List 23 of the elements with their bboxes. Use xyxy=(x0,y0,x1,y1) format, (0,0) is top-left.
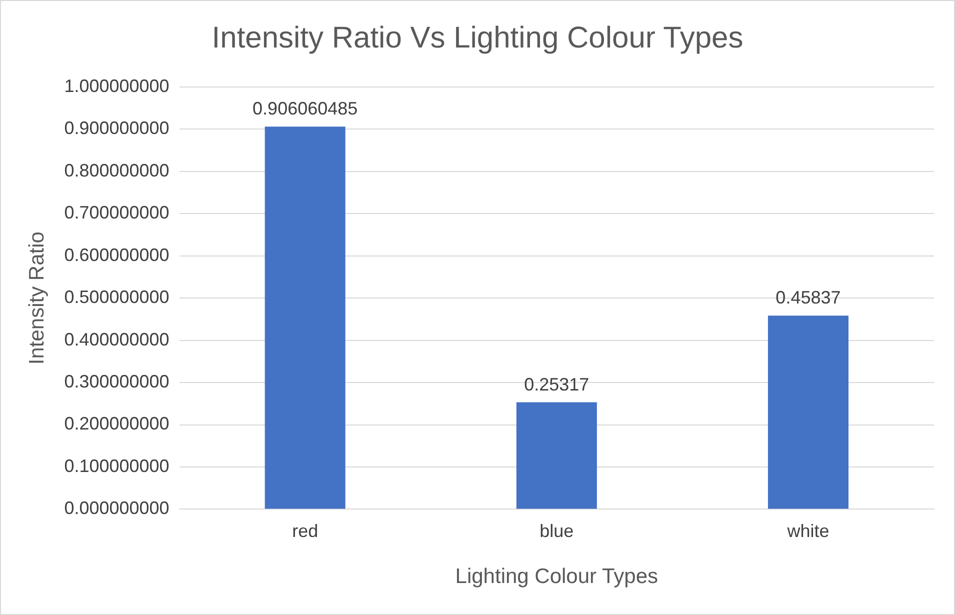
bar xyxy=(264,126,346,509)
y-tick-label: 0.900000000 xyxy=(64,118,170,138)
x-tick-label: blue xyxy=(540,520,574,541)
y-tick-label: 1.000000000 xyxy=(64,76,170,96)
y-tick-label: 0.200000000 xyxy=(64,414,170,434)
y-tick-label: 0.000000000 xyxy=(64,498,170,518)
y-tick-label: 0.500000000 xyxy=(64,287,170,308)
y-tick-label: 0.100000000 xyxy=(64,456,170,476)
x-tick-label: white xyxy=(786,520,830,541)
y-axis-title: Intensity Ratio xyxy=(25,232,48,365)
x-axis-title: Lighting Colour Types xyxy=(455,565,658,588)
data-label: 0.906060485 xyxy=(252,98,358,119)
y-tick-label: 0.300000000 xyxy=(64,372,170,392)
bar xyxy=(768,316,848,509)
y-tick-label: 0.800000000 xyxy=(64,160,170,180)
data-label: 0.25317 xyxy=(524,374,590,394)
y-tick-label: 0.700000000 xyxy=(64,202,170,223)
bar xyxy=(516,402,597,509)
data-label: 0.45837 xyxy=(776,288,841,308)
y-tick-label: 0.400000000 xyxy=(64,329,170,350)
chart-title: Intensity Ratio Vs Lighting Colour Types xyxy=(212,21,744,54)
y-tick-label: 0.600000000 xyxy=(64,244,170,265)
x-tick-label: red xyxy=(292,520,318,541)
